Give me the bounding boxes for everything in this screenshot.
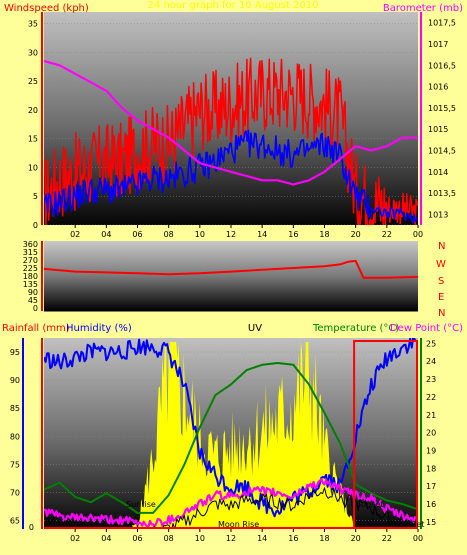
temp-ytick-19: 19 bbox=[426, 446, 436, 455]
wind-xlabel-00: 00 bbox=[413, 230, 423, 239]
rain-ylabel: Rainfall (mm) bbox=[2, 323, 70, 334]
humidity-ylabel: Humidity (%) bbox=[66, 323, 132, 334]
rain-ytick-0: 0 bbox=[29, 523, 34, 532]
wind-ytick-10: 10 bbox=[28, 163, 38, 172]
direction-ytick-135: 135 bbox=[23, 280, 38, 289]
compass-w: W bbox=[436, 259, 446, 270]
temp-xlabel-22: 22 bbox=[382, 534, 392, 543]
wind-xlabel-16: 16 bbox=[288, 230, 298, 239]
humidity-ytick-65: 65 bbox=[10, 517, 20, 526]
temp-ytick-20: 20 bbox=[426, 429, 436, 438]
temp-xlabel-02: 02 bbox=[70, 534, 80, 543]
temp-ytick-24: 24 bbox=[426, 357, 436, 366]
direction-ytick-270: 270 bbox=[23, 256, 38, 265]
wind-ytick-35: 35 bbox=[28, 20, 38, 29]
wind-series bbox=[44, 57, 418, 225]
humidity-ytick-95: 95 bbox=[10, 348, 20, 357]
uv-label: UV bbox=[248, 323, 262, 334]
dewpoint-ylabel: Dew Point (°C) bbox=[390, 323, 463, 334]
temp-ylabel: Temperature (°C) bbox=[312, 323, 399, 334]
temp-xlabel-18: 18 bbox=[319, 534, 329, 543]
temp-ytick-15: 15 bbox=[426, 518, 436, 527]
wind-ylabel: Windspeed (kph) bbox=[4, 3, 89, 14]
humidity-ytick-85: 85 bbox=[10, 404, 20, 413]
wind-ytick-15: 15 bbox=[28, 135, 38, 144]
moonrise-label: Moon Rise bbox=[218, 520, 259, 529]
barometer-ytick-5: 1015,5 bbox=[428, 104, 456, 113]
direction-ytick-90: 90 bbox=[28, 288, 38, 297]
barometer-ytick-0: 1013 bbox=[428, 210, 448, 219]
wind-title: 24 hour graph for 10 August 2010 bbox=[148, 0, 319, 11]
direction-ytick-45: 45 bbox=[28, 296, 38, 305]
wind-xlabel-08: 08 bbox=[164, 230, 174, 239]
sunset-label: Sunset bbox=[356, 500, 383, 509]
wind-xlabel-10: 10 bbox=[195, 230, 205, 239]
barometer-ytick-2: 1014 bbox=[428, 168, 448, 177]
temp-xlabel-16: 16 bbox=[288, 534, 298, 543]
humidity-ytick-80: 80 bbox=[10, 432, 20, 441]
direction-panel bbox=[44, 241, 418, 311]
wind-ytick-0: 0 bbox=[33, 221, 38, 230]
temp-xlabel-20: 20 bbox=[351, 534, 361, 543]
direction-ytick-360: 360 bbox=[23, 240, 38, 249]
barometer-ytick-4: 1015 bbox=[428, 125, 448, 134]
temp-xlabel-04: 04 bbox=[101, 534, 111, 543]
temperature-series bbox=[44, 362, 418, 514]
humidity-ytick-75: 75 bbox=[10, 460, 20, 469]
wind-ytick-5: 5 bbox=[33, 192, 38, 201]
temp-ytick-21: 21 bbox=[426, 411, 436, 420]
wind-xlabel-22: 22 bbox=[382, 230, 392, 239]
night-highlight-box bbox=[353, 340, 418, 529]
barometer-ytick-8: 1017 bbox=[428, 40, 448, 49]
wind-ytick-30: 30 bbox=[28, 48, 38, 57]
wind-xlabel-06: 06 bbox=[132, 230, 142, 239]
wind-xlabel-14: 14 bbox=[257, 230, 267, 239]
compass-n-top: N bbox=[438, 241, 445, 252]
temp-ytick-17: 17 bbox=[426, 482, 436, 491]
direction-ytick-225: 225 bbox=[23, 264, 38, 273]
temp-ytick-22: 22 bbox=[426, 393, 436, 402]
barometer-ylabel: Barometer (mb) bbox=[383, 3, 463, 14]
barometer-series bbox=[44, 59, 418, 186]
temp-ytick-23: 23 bbox=[426, 375, 436, 384]
compass-n-bottom: N bbox=[438, 308, 445, 319]
direction-ytick-315: 315 bbox=[23, 248, 38, 257]
wind-ytick-20: 20 bbox=[28, 106, 38, 115]
compass-e: E bbox=[438, 292, 444, 303]
average-series bbox=[44, 129, 418, 224]
temp-xlabel-10: 10 bbox=[195, 534, 205, 543]
humidity-ytick-90: 90 bbox=[10, 376, 20, 385]
temp-ytick-25: 25 bbox=[426, 339, 436, 348]
direction-ytick-180: 180 bbox=[23, 272, 38, 281]
wind-xlabel-18: 18 bbox=[319, 230, 329, 239]
temp-xlabel-08: 08 bbox=[164, 534, 174, 543]
moonset-label: Moon Set bbox=[387, 520, 424, 529]
wind-ytick-25: 25 bbox=[28, 77, 38, 86]
temp-xlabel-14: 14 bbox=[257, 534, 267, 543]
barometer-ytick-9: 1017,5 bbox=[428, 19, 456, 28]
wind-xlabel-20: 20 bbox=[351, 230, 361, 239]
barometer-ytick-6: 1016 bbox=[428, 83, 448, 92]
barometer-ytick-3: 1014,5 bbox=[428, 146, 456, 155]
compass-s: S bbox=[438, 276, 444, 287]
sunrise-label: Sunrise bbox=[126, 500, 156, 509]
barometer-ytick-7: 1016,5 bbox=[428, 61, 456, 70]
wind-xlabel-12: 12 bbox=[226, 230, 236, 239]
temp-xlabel-12: 12 bbox=[226, 534, 236, 543]
wind-xlabel-04: 04 bbox=[101, 230, 111, 239]
direction-series bbox=[44, 259, 418, 279]
temp-xlabel-06: 06 bbox=[132, 534, 142, 543]
temp-ytick-16: 16 bbox=[426, 500, 436, 509]
direction-ytick-0: 0 bbox=[33, 304, 38, 313]
temp-xlabel-00: 00 bbox=[413, 534, 423, 543]
temp-ytick-18: 18 bbox=[426, 464, 436, 473]
humidity-ytick-70: 70 bbox=[10, 488, 20, 497]
wind-xlabel-02: 02 bbox=[70, 230, 80, 239]
barometer-ytick-1: 1013,5 bbox=[428, 189, 456, 198]
